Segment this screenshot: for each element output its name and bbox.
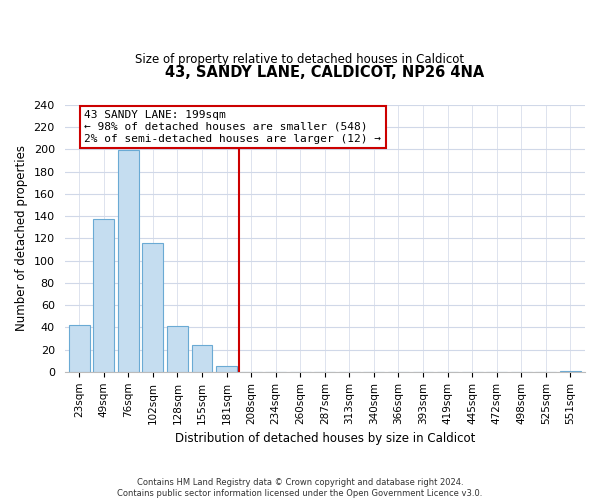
Bar <box>167 326 188 372</box>
Title: 43, SANDY LANE, CALDICOT, NP26 4NA: 43, SANDY LANE, CALDICOT, NP26 4NA <box>165 65 484 80</box>
Y-axis label: Number of detached properties: Number of detached properties <box>15 146 28 332</box>
Text: Contains HM Land Registry data © Crown copyright and database right 2024.
Contai: Contains HM Land Registry data © Crown c… <box>118 478 482 498</box>
Text: 43 SANDY LANE: 199sqm
← 98% of detached houses are smaller (548)
2% of semi-deta: 43 SANDY LANE: 199sqm ← 98% of detached … <box>84 110 381 144</box>
Bar <box>142 242 163 372</box>
Bar <box>191 345 212 372</box>
Text: Size of property relative to detached houses in Caldicot: Size of property relative to detached ho… <box>136 52 464 66</box>
Bar <box>216 366 237 372</box>
Bar <box>118 150 139 372</box>
Bar <box>94 220 114 372</box>
X-axis label: Distribution of detached houses by size in Caldicot: Distribution of detached houses by size … <box>175 432 475 445</box>
Bar <box>69 325 89 372</box>
Bar <box>560 370 581 372</box>
